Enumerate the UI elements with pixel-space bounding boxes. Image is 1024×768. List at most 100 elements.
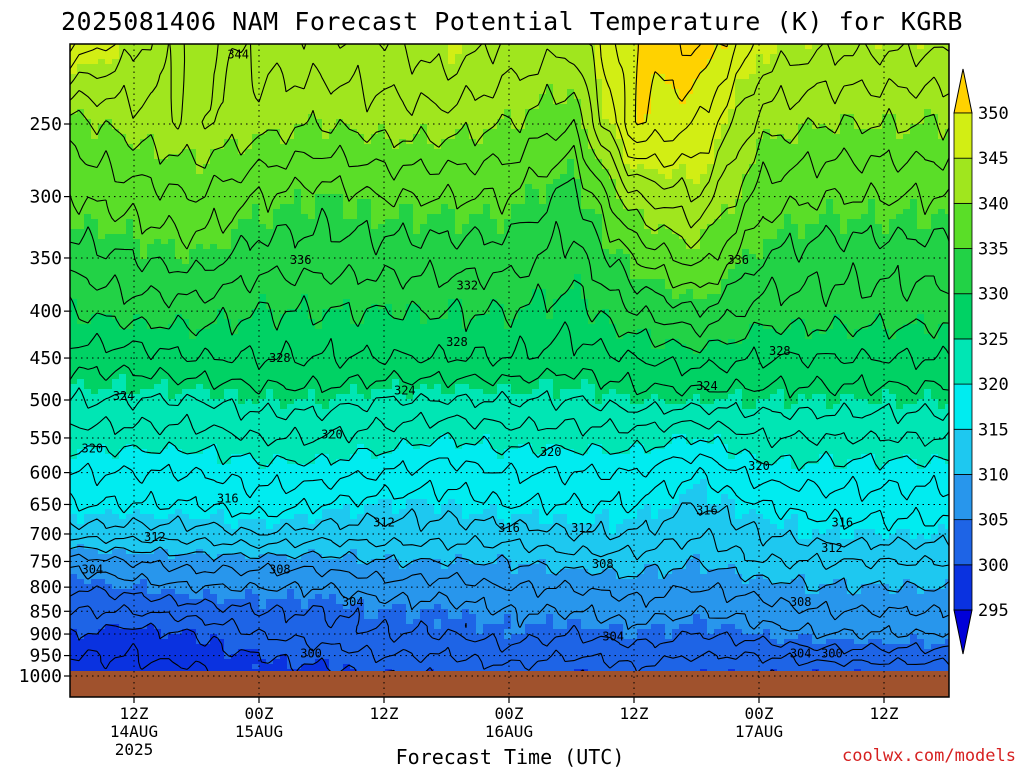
contour-cell xyxy=(210,359,218,365)
contour-cell xyxy=(308,164,316,170)
contour-cell xyxy=(308,654,316,660)
contour-cell xyxy=(189,244,197,250)
contour-cell xyxy=(140,154,148,160)
contour-cell xyxy=(161,269,169,275)
contour-cell xyxy=(245,199,253,205)
contour-cell xyxy=(224,329,232,335)
contour-cell xyxy=(252,74,260,80)
contour-cell xyxy=(154,614,162,620)
contour-cell xyxy=(308,69,316,75)
contour-cell xyxy=(266,469,274,475)
contour-cell xyxy=(315,644,323,650)
contour-cell xyxy=(77,629,85,635)
contour-cell xyxy=(301,109,309,115)
contour-cell xyxy=(315,269,323,275)
contour-cell xyxy=(308,664,316,670)
contour-cell xyxy=(266,604,274,610)
contour-cell xyxy=(112,169,120,175)
contour-cell xyxy=(133,154,141,160)
contour-cell xyxy=(182,484,190,490)
contour-cell xyxy=(238,434,246,440)
contour-cell xyxy=(196,154,204,160)
contour-cell xyxy=(105,344,113,350)
contour-cell xyxy=(189,274,197,280)
contour-cell xyxy=(259,514,267,520)
contour-cell xyxy=(259,174,267,180)
contour-cell xyxy=(217,579,225,585)
contour-cell xyxy=(175,414,183,420)
contour-cell xyxy=(70,154,78,160)
contour-cell xyxy=(126,299,134,305)
contour-cell xyxy=(238,594,246,600)
contour-cell xyxy=(217,289,225,295)
contour-cell xyxy=(273,544,281,550)
contour-cell xyxy=(203,164,211,170)
contour-cell xyxy=(259,224,267,230)
contour-cell xyxy=(119,159,127,165)
contour-cell xyxy=(84,79,92,85)
contour-cell xyxy=(336,399,344,405)
contour-cell xyxy=(98,664,106,670)
contour-cell xyxy=(140,609,148,615)
contour-cell xyxy=(273,639,281,645)
contour-cell xyxy=(329,544,337,550)
contour-cell xyxy=(161,79,169,85)
contour-cell xyxy=(322,474,330,480)
contour-cell xyxy=(154,329,162,335)
contour-cell xyxy=(91,574,99,580)
contour-cell xyxy=(245,364,253,370)
contour-cell xyxy=(273,114,281,120)
contour-cell xyxy=(301,459,309,465)
contour-cell xyxy=(77,529,85,535)
contour-cell xyxy=(273,254,281,260)
contour-cell xyxy=(168,139,176,145)
contour-cell xyxy=(280,44,288,50)
contour-cell xyxy=(140,504,148,510)
contour-cell xyxy=(119,434,127,440)
contour-cell xyxy=(126,239,134,245)
contour-cell xyxy=(105,489,113,495)
contour-cell xyxy=(84,279,92,285)
contour-cell xyxy=(245,499,253,505)
contour-cell xyxy=(259,424,267,430)
contour-cell xyxy=(98,644,106,650)
contour-cell xyxy=(140,179,148,185)
contour-cell xyxy=(210,569,218,575)
contour-cell xyxy=(210,379,218,385)
contour-cell xyxy=(210,134,218,140)
contour-cell xyxy=(294,599,302,605)
contour-cell xyxy=(126,544,134,550)
contour-cell xyxy=(98,524,106,530)
contour-cell xyxy=(273,564,281,570)
contour-cell xyxy=(252,294,260,300)
contour-cell xyxy=(210,364,218,370)
contour-cell xyxy=(308,554,316,560)
contour-cell xyxy=(77,574,85,580)
contour-cell xyxy=(91,449,99,455)
contour-cell xyxy=(133,509,141,515)
contour-cell xyxy=(322,284,330,290)
contour-cell xyxy=(266,144,274,150)
contour-cell xyxy=(308,79,316,85)
contour-cell xyxy=(224,294,232,300)
contour-cell xyxy=(175,164,183,170)
contour-cell xyxy=(154,244,162,250)
contour-cell xyxy=(315,249,323,255)
contour-cell xyxy=(259,249,267,255)
contour-cell xyxy=(168,54,176,60)
contour-cell xyxy=(133,304,141,310)
contour-cell xyxy=(77,99,85,105)
contour-cell xyxy=(329,464,337,470)
contour-cell xyxy=(252,224,260,230)
contour-cell xyxy=(119,429,127,435)
contour-cell xyxy=(203,139,211,145)
contour-cell xyxy=(322,384,330,390)
contour-cell xyxy=(168,544,176,550)
contour-cell xyxy=(77,409,85,415)
contour-cell xyxy=(182,239,190,245)
contour-cell xyxy=(329,574,337,580)
contour-cell xyxy=(196,579,204,585)
contour-cell xyxy=(266,84,274,90)
contour-cell xyxy=(154,349,162,355)
contour-cell xyxy=(154,204,162,210)
